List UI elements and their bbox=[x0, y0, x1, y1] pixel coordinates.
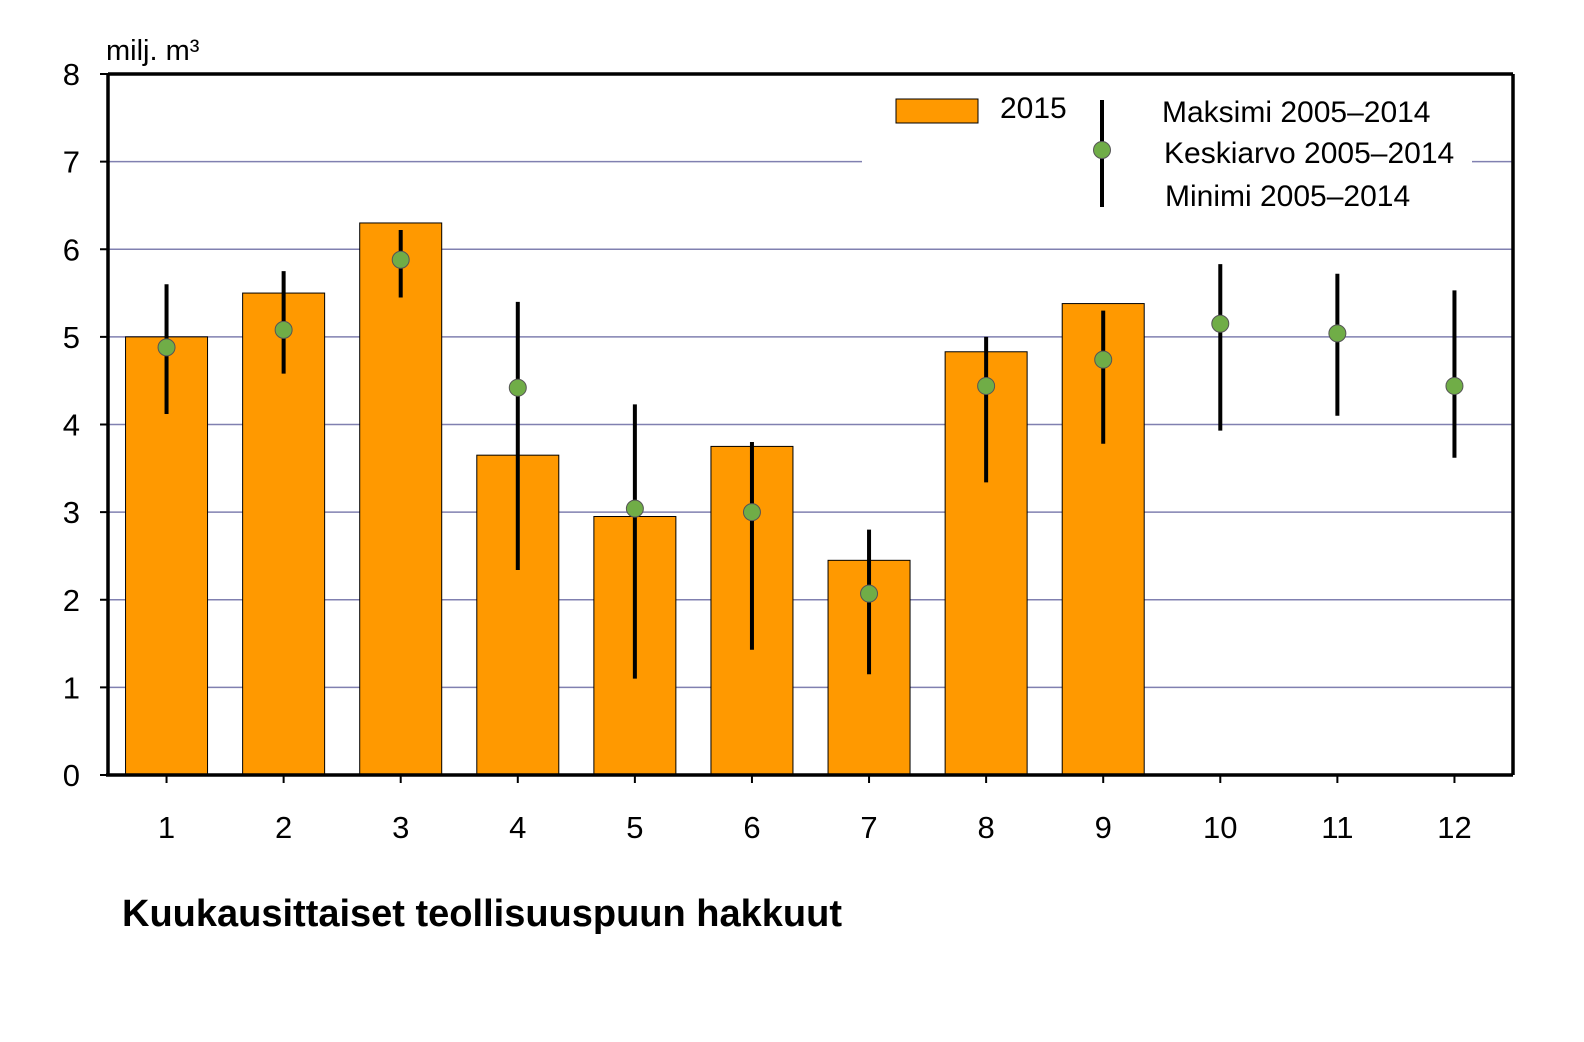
mean-point-month-8 bbox=[977, 376, 996, 395]
mean-point-month-7 bbox=[860, 584, 879, 603]
x-tick-label-4: 4 bbox=[509, 810, 526, 845]
x-tick-label-12: 12 bbox=[1437, 810, 1471, 845]
mean-point-month-11 bbox=[1328, 324, 1347, 343]
y-tick-label-8: 8 bbox=[63, 57, 80, 92]
y-tick-labels: 0 1 2 3 4 5 6 7 8 bbox=[63, 57, 80, 793]
y-tick-label-2: 2 bbox=[63, 583, 80, 618]
mean-point-month-9 bbox=[1094, 350, 1113, 369]
mean-points bbox=[157, 250, 1464, 603]
x-tick-label-10: 10 bbox=[1203, 810, 1237, 845]
mean-point-month-3 bbox=[391, 250, 410, 269]
x-tick-label-1: 1 bbox=[158, 810, 175, 845]
x-tick-label-7: 7 bbox=[860, 810, 877, 845]
y-tick-label-6: 6 bbox=[63, 232, 80, 267]
mean-point-month-12 bbox=[1445, 376, 1464, 395]
y-tick-label-3: 3 bbox=[63, 495, 80, 530]
legend: 2015 Maksimi 2005–2014 Keskiarvo 2005–20… bbox=[895, 92, 1454, 213]
legend-point-symbol bbox=[1093, 141, 1111, 159]
y-tick-label-4: 4 bbox=[63, 408, 80, 443]
bar-2015-month-4 bbox=[476, 454, 560, 776]
legend-label-2015: 2015 bbox=[1000, 92, 1067, 125]
chart-title: Kuukausittaiset teollisuuspuun hakkuut bbox=[122, 893, 842, 935]
x-tick-label-3: 3 bbox=[392, 810, 409, 845]
mean-point-month-1 bbox=[157, 338, 176, 357]
y-tick-label-7: 7 bbox=[63, 145, 80, 180]
bar-2015-month-3 bbox=[359, 222, 443, 776]
y-tick-label-5: 5 bbox=[63, 320, 80, 355]
legend-label-max: Maksimi 2005–2014 bbox=[1162, 96, 1431, 129]
y-axis-unit-label: milj. m³ bbox=[106, 35, 200, 67]
gridlines bbox=[108, 160, 1513, 689]
legend-bar-swatch bbox=[895, 98, 979, 124]
mean-point-month-5 bbox=[625, 499, 644, 518]
x-tick-label-5: 5 bbox=[626, 810, 643, 845]
y-tick-label-0: 0 bbox=[63, 758, 80, 793]
mean-point-month-2 bbox=[274, 320, 293, 339]
y-tick-label-1: 1 bbox=[63, 670, 80, 705]
x-tick-label-9: 9 bbox=[1095, 810, 1112, 845]
legend-label-mean: Keskiarvo 2005–2014 bbox=[1164, 137, 1454, 170]
legend-label-min: Minimi 2005–2014 bbox=[1165, 180, 1410, 213]
mean-point-month-10 bbox=[1211, 314, 1230, 333]
axes bbox=[100, 72, 1515, 783]
mean-point-month-4 bbox=[508, 378, 527, 397]
x-tick-labels: 1 2 3 4 5 6 7 8 9 10 11 12 bbox=[158, 810, 1472, 845]
x-tick-label-8: 8 bbox=[978, 810, 995, 845]
x-tick-label-11: 11 bbox=[1321, 810, 1353, 845]
mean-point-month-6 bbox=[742, 503, 761, 522]
x-tick-label-6: 6 bbox=[743, 810, 760, 845]
x-tick-label-2: 2 bbox=[275, 810, 292, 845]
